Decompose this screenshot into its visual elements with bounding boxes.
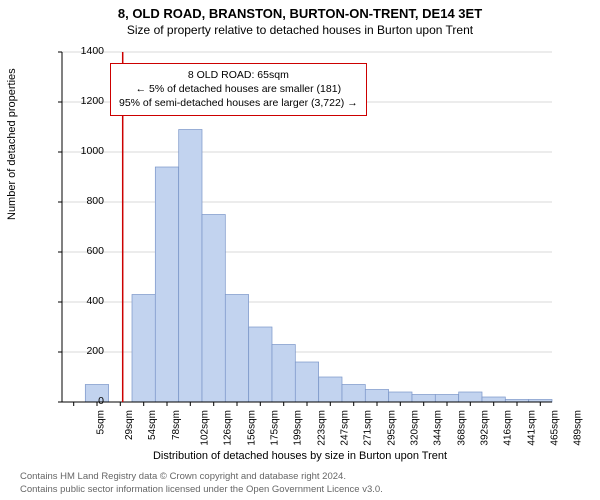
x-tick-label: 5sqm: [95, 410, 106, 434]
x-tick-label: 295sqm: [386, 410, 397, 446]
x-tick-label: 78sqm: [171, 410, 182, 440]
histogram-bar: [225, 295, 248, 403]
x-tick-label: 156sqm: [246, 410, 257, 446]
y-tick-label: 600: [64, 245, 104, 257]
annotation-box: 8 OLD ROAD: 65sqm ← 5% of detached house…: [110, 63, 367, 116]
x-tick-label: 54sqm: [147, 410, 158, 440]
x-tick-label: 199sqm: [293, 410, 304, 446]
x-tick-label: 223sqm: [316, 410, 327, 446]
chart-title-main: 8, OLD ROAD, BRANSTON, BURTON-ON-TRENT, …: [0, 0, 600, 21]
x-tick-label: 271sqm: [363, 410, 374, 446]
histogram-bar: [272, 345, 295, 403]
x-tick-label: 489sqm: [573, 410, 584, 446]
histogram-bar: [459, 392, 482, 402]
histogram-bar: [132, 295, 155, 403]
x-tick-label: 29sqm: [124, 410, 135, 440]
histogram-bar: [155, 167, 178, 402]
x-tick-label: 368sqm: [456, 410, 467, 446]
histogram-bar: [389, 392, 412, 402]
x-tick-label: 175sqm: [270, 410, 281, 446]
y-axis-label: Number of detached properties: [6, 68, 18, 220]
histogram-bar: [202, 215, 225, 403]
histogram-bar: [295, 362, 318, 402]
histogram-bar: [482, 397, 505, 402]
x-tick-label: 465sqm: [550, 410, 561, 446]
x-tick-label: 441sqm: [526, 410, 537, 446]
annotation-line-1: 8 OLD ROAD: 65sqm: [119, 68, 358, 82]
y-tick-label: 0: [64, 395, 104, 407]
annotation-line-3: 95% of semi-detached houses are larger (…: [119, 96, 358, 110]
histogram-bar: [365, 390, 388, 403]
footer-line-1: Contains HM Land Registry data © Crown c…: [20, 471, 383, 483]
annotation-line-2: ← 5% of detached houses are smaller (181…: [119, 82, 358, 96]
y-tick-label: 400: [64, 295, 104, 307]
histogram-bar: [249, 327, 272, 402]
y-tick-label: 800: [64, 195, 104, 207]
histogram-bar: [435, 395, 458, 403]
x-tick-label: 320sqm: [410, 410, 421, 446]
y-tick-label: 200: [64, 345, 104, 357]
x-tick-label: 344sqm: [433, 410, 444, 446]
histogram-bar: [412, 395, 435, 403]
x-tick-label: 102sqm: [200, 410, 211, 446]
histogram-bar: [319, 377, 342, 402]
footer-line-2: Contains public sector information licen…: [20, 484, 383, 496]
histogram-bar: [179, 130, 202, 403]
y-tick-label: 1200: [64, 95, 104, 107]
y-tick-label: 1000: [64, 145, 104, 157]
x-tick-label: 392sqm: [480, 410, 491, 446]
footer: Contains HM Land Registry data © Crown c…: [20, 471, 383, 496]
x-tick-label: 416sqm: [503, 410, 514, 446]
x-tick-label: 126sqm: [223, 410, 234, 446]
x-axis-label: Distribution of detached houses by size …: [0, 450, 600, 462]
x-tick-label: 247sqm: [340, 410, 351, 446]
chart-title-sub: Size of property relative to detached ho…: [0, 21, 600, 37]
y-tick-label: 1400: [64, 45, 104, 57]
histogram-bar: [342, 385, 365, 403]
